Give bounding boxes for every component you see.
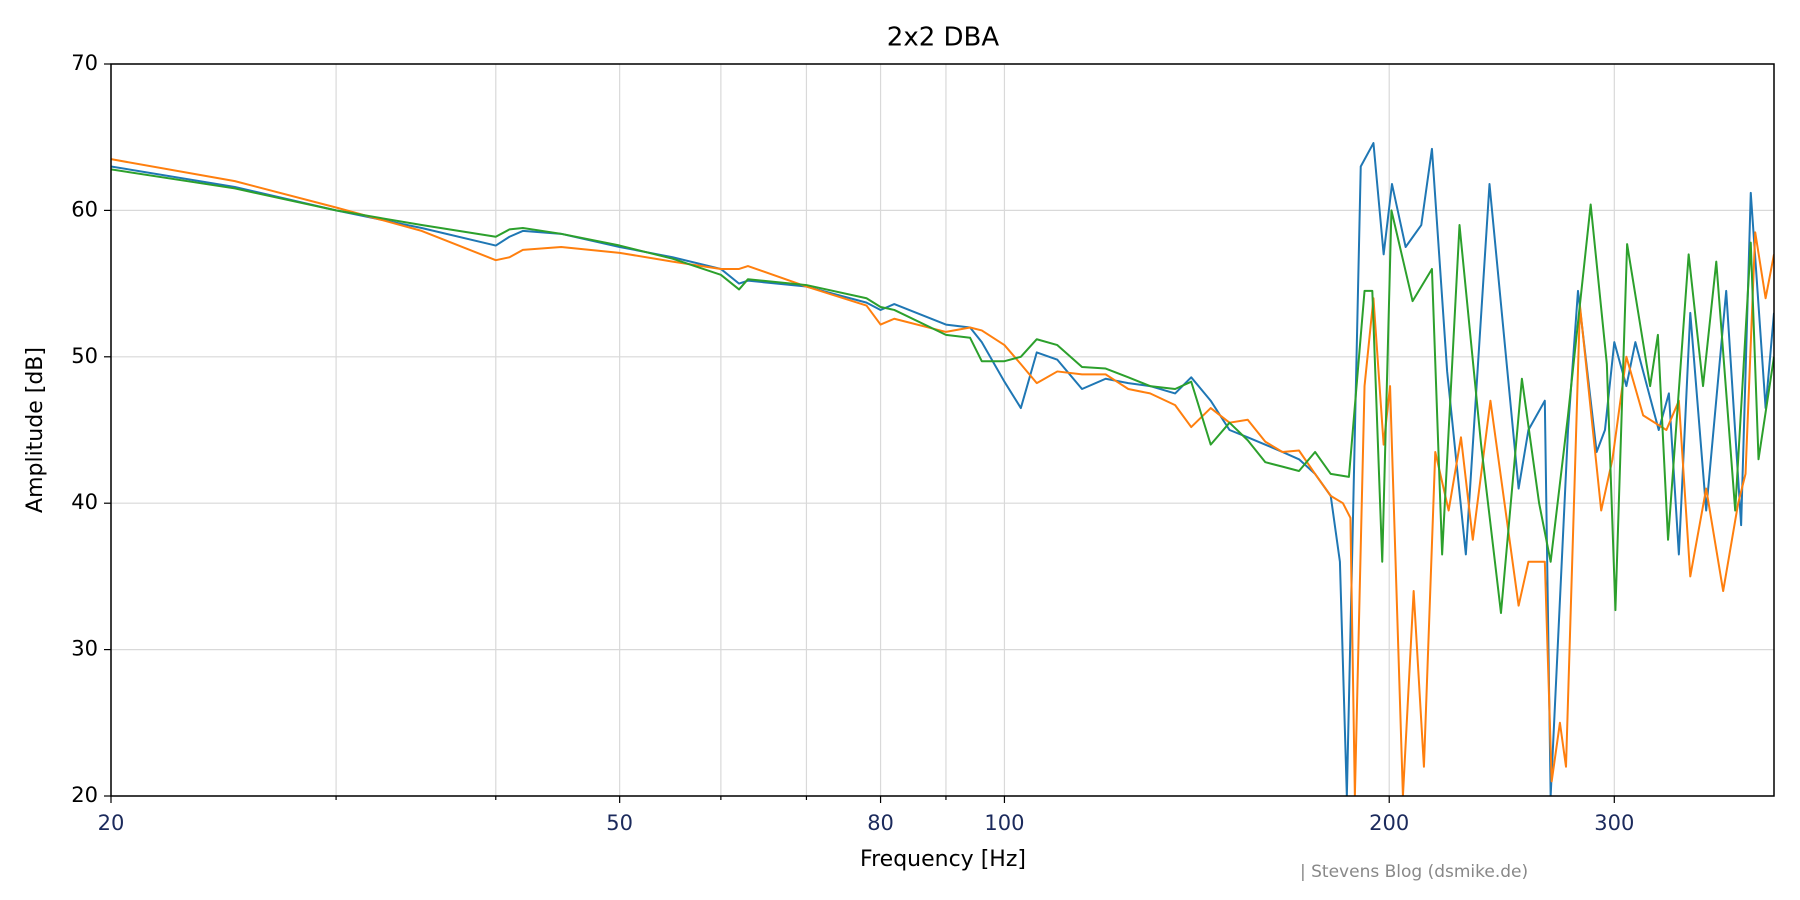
chart-title: 2x2 DBA (887, 23, 1000, 53)
axes: 20 30 40 50 60 70 20 50 80 100 200 300 (71, 51, 1634, 835)
x-tick-label: 300 (1594, 811, 1634, 835)
x-tick-label: 20 (98, 811, 125, 835)
y-axis-label: Amplitude [dB] (23, 347, 48, 513)
y-tick-label: 50 (71, 344, 98, 368)
watermark: | Stevens Blog (dsmike.de) (1300, 862, 1528, 882)
x-tick-label: 100 (984, 811, 1024, 835)
x-tick-label: 200 (1369, 811, 1409, 835)
x-tick-label: 80 (867, 811, 894, 835)
y-tick-label: 30 (71, 637, 98, 661)
y-tick-label: 40 (71, 490, 98, 514)
y-tick-label: 70 (71, 51, 98, 75)
x-tick-label: 50 (606, 811, 633, 835)
y-tick-label: 60 (71, 197, 98, 221)
x-axis-label: Frequency [Hz] (860, 847, 1026, 872)
lines (111, 142, 1774, 796)
series-line (111, 168, 1774, 614)
plot-frame (110, 63, 1775, 797)
y-tick-label: 20 (71, 783, 98, 807)
